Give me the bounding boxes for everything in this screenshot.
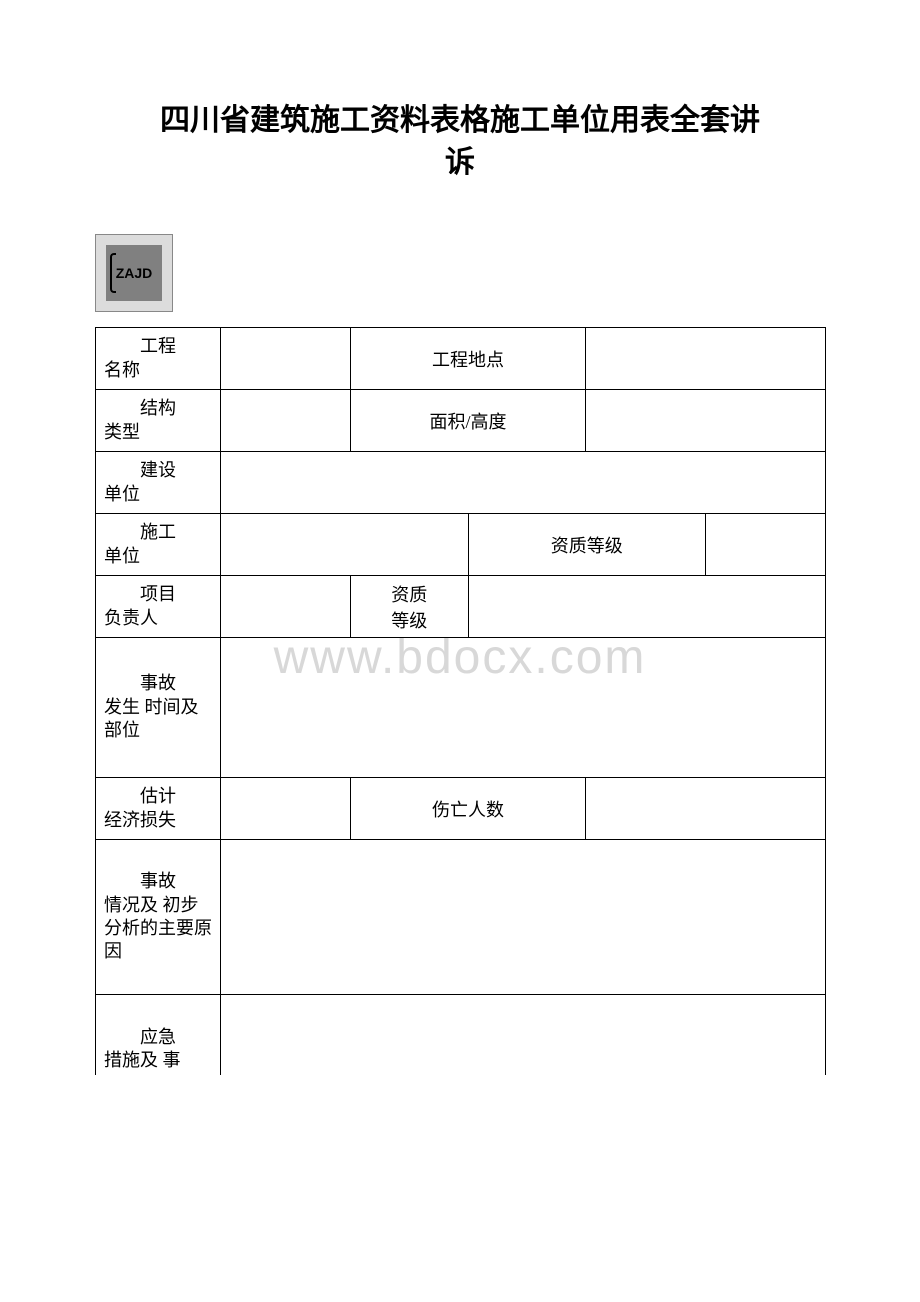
value-accident-analysis	[221, 840, 826, 995]
label-emergency-measures: 应急 措施及 事	[96, 995, 221, 1075]
value-emergency-measures	[221, 995, 826, 1075]
label-leader-qualification: 资质 等级	[351, 576, 469, 638]
label-project-leader: 项目 负责人	[96, 576, 221, 638]
title-line2: 诉	[445, 146, 475, 179]
value-structure-type	[221, 390, 351, 452]
value-leader-qualification	[468, 576, 826, 638]
value-qualification-level	[706, 514, 826, 576]
label-project-name: 工程 名称	[96, 328, 221, 390]
value-project-location	[586, 328, 826, 390]
label-accident-analysis: 事故 情况及 初步分析的主要原因	[96, 840, 221, 995]
label-economic-loss: 估计 经济损失	[96, 778, 221, 840]
logo-inner: ZAJD	[106, 245, 162, 301]
value-construction-unit	[221, 452, 826, 514]
value-project-leader	[221, 576, 351, 638]
construction-form-table: 工程 名称 工程地点 结构 类型 面积/高度 建设 单位	[95, 327, 826, 1075]
value-contractor-unit	[221, 514, 469, 576]
label-area-height: 面积/高度	[351, 390, 586, 452]
label-project-location: 工程地点	[351, 328, 586, 390]
label-casualties: 伤亡人数	[351, 778, 586, 840]
label-structure-type: 结构 类型	[96, 390, 221, 452]
label-construction-unit: 建设 单位	[96, 452, 221, 514]
label-contractor-unit: 施工 单位	[96, 514, 221, 576]
value-area-height	[586, 390, 826, 452]
label-accident-time-location: 事故 发生 时间及部位	[96, 638, 221, 778]
value-accident-time-location	[221, 638, 826, 778]
value-casualties	[586, 778, 826, 840]
zajd-logo: ZAJD	[95, 234, 173, 312]
document-title: 四川省建筑施工资料表格施工单位用表全套讲 诉	[95, 100, 825, 184]
logo-text: ZAJD	[116, 265, 153, 281]
title-line1: 四川省建筑施工资料表格施工单位用表全套讲	[160, 104, 760, 137]
value-economic-loss	[221, 778, 351, 840]
label-qualification-level: 资质等级	[468, 514, 706, 576]
value-project-name	[221, 328, 351, 390]
